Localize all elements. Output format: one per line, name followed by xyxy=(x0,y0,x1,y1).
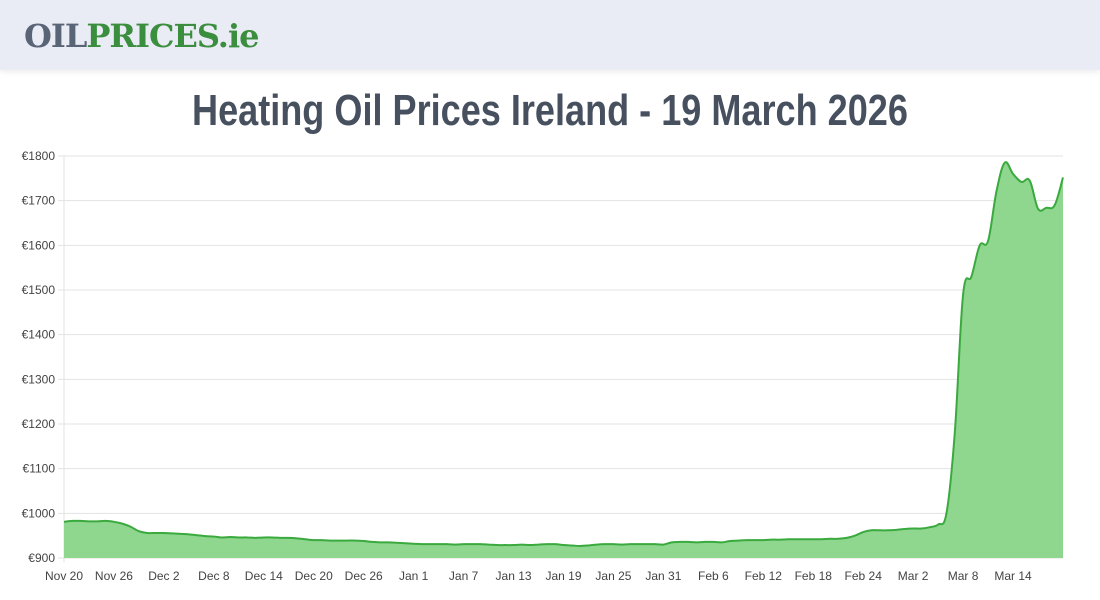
x-tick-label: Dec 20 xyxy=(295,569,333,583)
y-tick-label: €1200 xyxy=(22,417,56,431)
x-tick-label: Jan 31 xyxy=(645,569,681,583)
x-tick-label: Jan 19 xyxy=(545,569,581,583)
x-tick-label: Jan 7 xyxy=(449,569,479,583)
x-tick-label: Jan 13 xyxy=(496,569,532,583)
y-tick-label: €900 xyxy=(28,551,55,565)
x-tick-label: Dec 26 xyxy=(345,569,383,583)
x-tick-label: Dec 8 xyxy=(198,569,230,583)
x-tick-label: Dec 14 xyxy=(245,569,283,583)
x-tick-label: Feb 24 xyxy=(845,569,883,583)
x-tick-label: Feb 6 xyxy=(698,569,729,583)
chart-grid xyxy=(58,155,1063,562)
site-header: OILPRICES.ie xyxy=(0,0,1100,70)
x-tick-label: Feb 18 xyxy=(795,569,833,583)
x-tick-label: Mar 2 xyxy=(898,569,929,583)
page-title: Heating Oil Prices Ireland - 19 March 20… xyxy=(192,86,908,135)
y-tick-label: €1800 xyxy=(22,149,56,163)
price-area-fill xyxy=(64,162,1063,558)
site-logo[interactable]: OILPRICES.ie xyxy=(24,16,259,56)
y-tick-label: €1100 xyxy=(23,462,56,476)
x-tick-label: Nov 20 xyxy=(45,569,83,583)
y-tick-label: €1500 xyxy=(22,283,56,297)
x-tick-label: Mar 14 xyxy=(994,569,1032,583)
y-tick-label: €1000 xyxy=(22,506,56,520)
y-tick-label: €1700 xyxy=(22,194,56,208)
x-tick-label: Jan 25 xyxy=(595,569,631,583)
x-axis: Nov 20 Nov 26 Dec 2 Dec 8 Dec 14 Dec 20 Dec 26… xyxy=(45,569,1032,583)
x-tick-label: Mar 8 xyxy=(948,569,979,583)
x-tick-label: Feb 12 xyxy=(745,569,783,583)
price-line xyxy=(63,161,1064,547)
y-tick-label: €1300 xyxy=(22,372,56,386)
logo-prices-text: PRICES.ie xyxy=(86,17,259,55)
y-tick-label: €1400 xyxy=(22,328,56,342)
y-tick-label: €1600 xyxy=(22,238,56,252)
x-tick-label: Jan 1 xyxy=(399,569,429,583)
x-tick-label: Nov 26 xyxy=(95,569,133,583)
logo-oil-text: OIL xyxy=(24,17,87,55)
y-axis: €900 €1000 €1100 €1200 €1300 €1400 €1500 €1600 €… xyxy=(22,149,56,565)
x-tick-label: Dec 2 xyxy=(148,569,180,583)
